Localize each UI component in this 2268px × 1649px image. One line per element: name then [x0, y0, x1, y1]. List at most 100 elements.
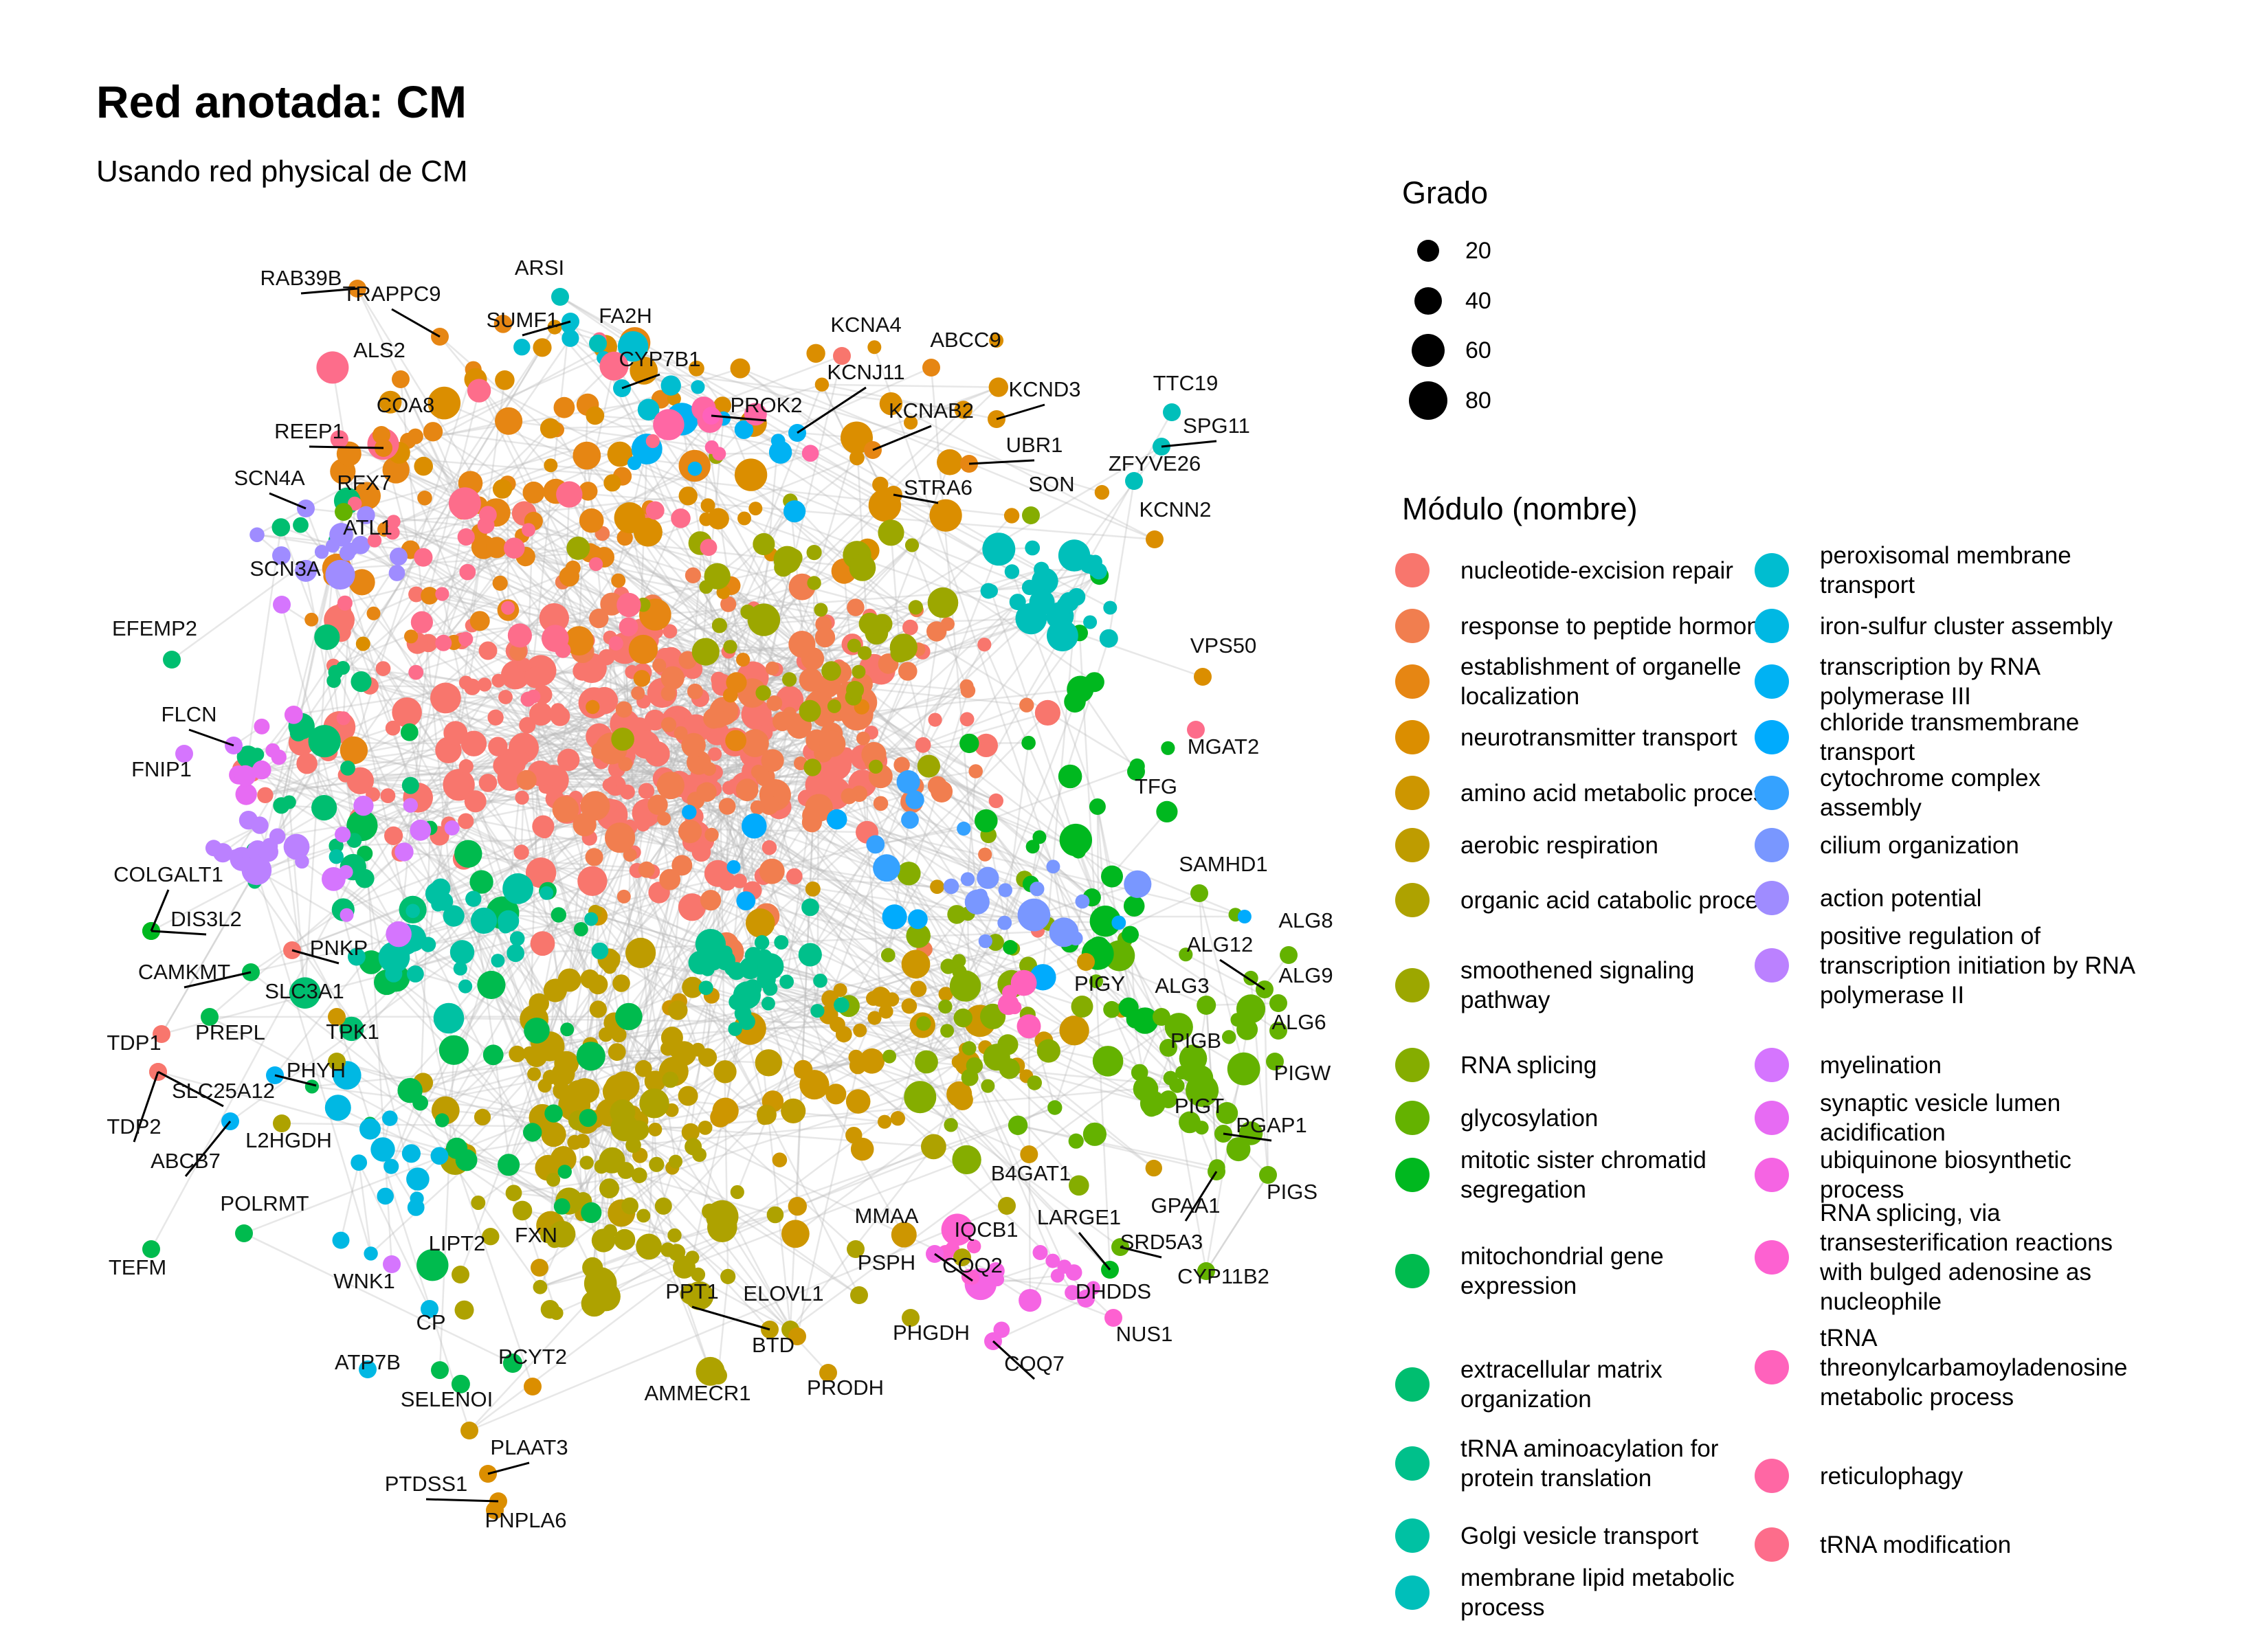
gene-node — [984, 584, 998, 598]
gene-node — [709, 1367, 727, 1384]
gene-node — [773, 546, 801, 574]
label-leader-line — [621, 373, 660, 390]
network-edge — [619, 453, 868, 552]
gene-label: RAB39B — [260, 266, 342, 290]
gene-node — [502, 1353, 523, 1373]
gene-node — [540, 418, 561, 439]
gene-node — [866, 991, 881, 1006]
gene-node — [814, 627, 836, 648]
network-edge — [910, 386, 999, 424]
network-edge — [554, 326, 1102, 493]
gene-node — [357, 506, 375, 524]
network-edge — [992, 1297, 1087, 1343]
gene-node — [544, 458, 558, 473]
network-edge — [361, 680, 602, 763]
network-edge — [669, 630, 1079, 852]
gene-node — [600, 592, 623, 616]
gene-node — [779, 974, 794, 989]
gene-label: PNKP — [310, 936, 368, 960]
gene-node — [1016, 1014, 1041, 1039]
gene-node — [351, 535, 370, 554]
gene-node — [975, 809, 998, 833]
gene-node — [175, 745, 193, 763]
gene-node — [930, 879, 944, 894]
gene-node — [336, 711, 351, 726]
gene-node — [346, 833, 362, 848]
gene-node — [611, 573, 626, 588]
gene-node — [921, 1134, 946, 1160]
gene-label: L2HGDH — [245, 1128, 332, 1152]
gene-node — [458, 759, 474, 774]
gene-node — [799, 699, 821, 722]
gene-node — [513, 339, 531, 356]
gene-node — [519, 717, 536, 734]
gene-label: PIGB — [1170, 1029, 1221, 1053]
gene-node — [882, 904, 907, 930]
network-edge — [744, 517, 1203, 678]
gene-label: ALG9 — [1278, 963, 1333, 987]
network-edge — [556, 429, 737, 741]
network-edge — [911, 545, 969, 691]
network-edge — [848, 1005, 1111, 1270]
gene-node — [471, 1196, 486, 1210]
gene-node — [495, 370, 515, 390]
gene-node — [410, 611, 434, 633]
gene-node — [410, 1191, 424, 1206]
module-legend-label: synaptic vesicle lumen acidification — [1820, 1090, 2061, 1146]
network-edge — [346, 500, 672, 660]
network-edge — [442, 593, 509, 609]
gene-label: VPS50 — [1190, 633, 1257, 658]
gene-node — [251, 818, 267, 833]
gene-node — [1034, 699, 1060, 726]
gene-label: PIGY — [1074, 972, 1125, 996]
gene-node — [726, 672, 747, 693]
gene-node — [498, 690, 513, 704]
gene-node — [748, 502, 763, 516]
gene-node — [723, 640, 737, 654]
gene-label: SRD5A3 — [1120, 1230, 1203, 1254]
gene-node — [951, 1055, 966, 1069]
gene-node — [430, 682, 461, 714]
gene-node — [1059, 1016, 1089, 1046]
gene-node — [803, 759, 821, 776]
network-edge — [1139, 1071, 1227, 1114]
gene-node — [615, 1002, 643, 1031]
network-edge — [872, 761, 1279, 1032]
gene-node — [401, 1144, 421, 1163]
gene-node — [660, 666, 685, 690]
gene-node — [153, 1025, 170, 1043]
label-leader-line — [1219, 958, 1265, 991]
gene-node — [781, 1220, 810, 1248]
gene-node — [1008, 1115, 1028, 1136]
gene-node — [814, 603, 828, 617]
gene-node — [498, 1154, 520, 1176]
gene-label: COA8 — [377, 393, 434, 417]
gene-node — [635, 1059, 652, 1077]
gene-label: PSPH — [858, 1250, 915, 1275]
label-leader-line — [151, 930, 207, 936]
module-legend-label: glycosylation — [1460, 1104, 1599, 1132]
gene-node — [273, 596, 291, 614]
module-legend-dot — [1395, 1048, 1430, 1082]
gene-node — [425, 882, 449, 906]
gene-node — [353, 796, 374, 816]
module-legend-dot — [1395, 1254, 1430, 1288]
gene-node — [819, 730, 846, 757]
gene-node — [678, 820, 702, 844]
gene-node — [931, 781, 953, 803]
label-leader-line — [391, 308, 441, 338]
gene-node — [443, 769, 475, 801]
module-legend-label: transcription by RNA polymerase III — [1820, 653, 2040, 710]
gene-node — [589, 1000, 608, 1018]
gene-node — [753, 532, 775, 556]
network-edge — [691, 445, 1162, 726]
gene-node — [586, 699, 600, 715]
gene-node — [866, 835, 885, 854]
network-edge — [997, 1259, 1054, 1281]
gene-label: KCND3 — [1008, 377, 1080, 401]
gene-node — [491, 673, 506, 688]
gene-node — [553, 1081, 570, 1100]
network-edge — [339, 726, 702, 853]
gene-node — [477, 970, 506, 1000]
label-leader-line — [1078, 1232, 1111, 1270]
